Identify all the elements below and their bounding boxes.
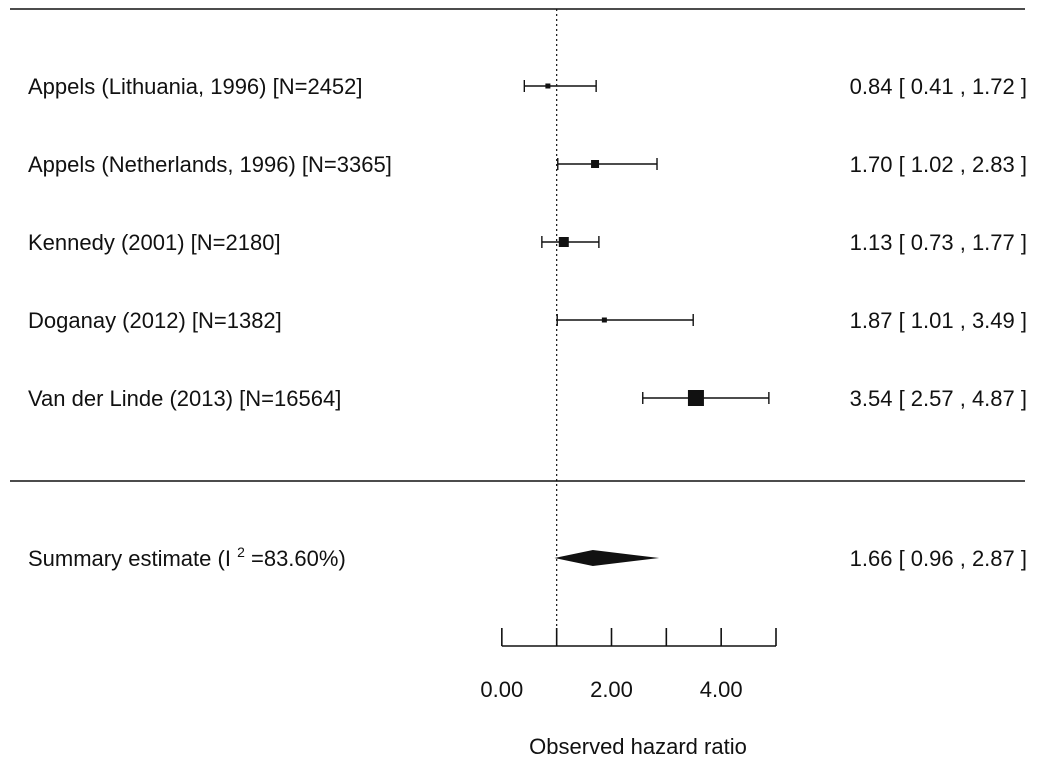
summary-diamond	[554, 550, 660, 566]
study-ci-label: 1.87 [ 1.01 , 3.49 ]	[850, 308, 1027, 333]
study-label: Appels (Lithuania, 1996) [N=2452]	[28, 74, 363, 99]
summary-label-prefix: Summary estimate (I	[28, 546, 231, 571]
study-row: Van der Linde (2013) [N=16564] 3.54 [ 2.5…	[28, 386, 1027, 411]
study-marker	[545, 83, 551, 89]
study-label: Van der Linde (2013) [N=16564]	[28, 386, 341, 411]
study-marker	[687, 390, 704, 406]
study-label: Appels (Netherlands, 1996) [N=3365]	[28, 152, 392, 177]
study-ci-label: 1.70 [ 1.02 , 2.83 ]	[850, 152, 1027, 177]
study-marker	[601, 317, 607, 323]
study-marker	[591, 160, 600, 168]
x-axis-tick-label: 4.00	[700, 677, 743, 702]
study-row: Appels (Lithuania, 1996) [N=2452] 0.84 [ …	[28, 74, 1027, 99]
summary-label-suffix: =83.60%)	[251, 546, 346, 571]
study-ci-label: 1.13 [ 0.73 , 1.77 ]	[850, 230, 1027, 255]
study-row: Kennedy (2001) [N=2180] 1.13 [ 0.73 , 1.7…	[28, 230, 1027, 255]
study-ci-label: 3.54 [ 2.57 , 4.87 ]	[850, 386, 1027, 411]
x-axis: 0.00 2.00 4.00	[480, 628, 777, 702]
study-marker	[558, 237, 569, 247]
x-axis-tick-label: 2.00	[590, 677, 633, 702]
x-axis-title: Observed hazard ratio	[529, 734, 747, 759]
summary-label-superscript: 2	[237, 544, 245, 560]
x-axis-tick-label: 0.00	[480, 677, 523, 702]
summary-label: Summary estimate (I 2 =83.60%)	[28, 537, 346, 571]
study-label: Kennedy (2001) [N=2180]	[28, 230, 281, 255]
summary-row: Summary estimate (I 2 =83.60%) 1.66 [ 0.…	[28, 537, 1027, 571]
study-rows: Appels (Lithuania, 1996) [N=2452] 0.84 [ …	[28, 74, 1027, 411]
summary-ci-label: 1.66 [ 0.96 , 2.87 ]	[850, 546, 1027, 571]
study-row: Appels (Netherlands, 1996) [N=3365] 1.70 …	[28, 152, 1027, 177]
study-ci-label: 0.84 [ 0.41 , 1.72 ]	[850, 74, 1027, 99]
study-row: Doganay (2012) [N=1382] 1.87 [ 1.01 , 3.4…	[28, 308, 1027, 333]
study-label: Doganay (2012) [N=1382]	[28, 308, 282, 333]
